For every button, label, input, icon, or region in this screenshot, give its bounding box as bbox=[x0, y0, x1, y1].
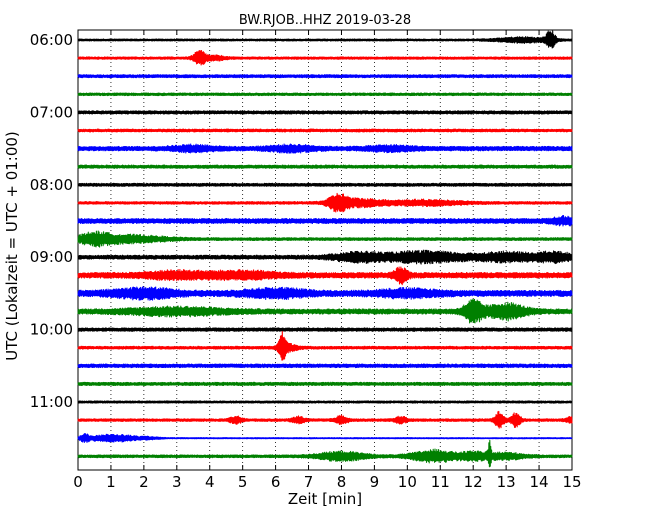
x-tick-label: 8 bbox=[337, 473, 347, 491]
x-tick-label: 7 bbox=[304, 473, 314, 491]
x-tick-label: 14 bbox=[530, 473, 549, 491]
trace-0715 bbox=[77, 128, 573, 133]
x-tick-label: 9 bbox=[370, 473, 380, 491]
x-tick-label: 5 bbox=[238, 473, 248, 491]
y-tick-label: 06:00 bbox=[30, 31, 73, 49]
y-tick-label: 11:00 bbox=[30, 393, 73, 411]
x-tick-label: 10 bbox=[398, 473, 417, 491]
trace-0815 bbox=[77, 192, 573, 213]
plot-frame bbox=[77, 29, 573, 471]
trace-0630 bbox=[77, 74, 573, 79]
trace-0945 bbox=[77, 298, 573, 324]
x-tick-label: 1 bbox=[106, 473, 116, 491]
trace-1100 bbox=[77, 400, 573, 404]
trace-1015 bbox=[77, 331, 573, 361]
grid-lines bbox=[110, 30, 540, 470]
x-tick-label: 4 bbox=[205, 473, 215, 491]
plot-frame-group bbox=[77, 29, 573, 471]
y-tick-label: 08:00 bbox=[30, 176, 73, 194]
trace-0615 bbox=[77, 50, 573, 66]
y-axis-label: UTC (Lokalzeit = UTC + 01:00) bbox=[3, 131, 21, 361]
trace-0700 bbox=[77, 110, 573, 115]
trace-1000 bbox=[77, 327, 573, 332]
trace-1115 bbox=[77, 410, 573, 429]
trace-1145 bbox=[77, 439, 573, 468]
axis-ticks bbox=[77, 30, 573, 470]
trace-0830 bbox=[77, 215, 573, 227]
trace-0745 bbox=[77, 164, 573, 169]
x-tick-label: 15 bbox=[562, 473, 581, 491]
trace-1030 bbox=[77, 363, 573, 369]
trace-0915 bbox=[77, 266, 573, 286]
trace-0845 bbox=[77, 230, 573, 248]
x-tick-label: 11 bbox=[431, 473, 450, 491]
trace-0930 bbox=[77, 285, 573, 301]
x-axis-label: Zeit [min] bbox=[288, 490, 362, 508]
y-tick-labels: 06:00 07:00 08:00 09:00 10:00 11:00 bbox=[30, 31, 73, 411]
trace-0800 bbox=[77, 182, 573, 187]
x-tick-label: 6 bbox=[271, 473, 281, 491]
x-tick-labels: 0 1 2 3 4 5 6 7 8 9 10 11 12 13 14 15 bbox=[73, 473, 581, 491]
seismic-traces bbox=[77, 30, 573, 468]
chart-title: BW.RJOB..HHZ 2019-03-28 bbox=[239, 13, 411, 28]
y-tick-label: 09:00 bbox=[30, 248, 73, 266]
x-tick-label: 13 bbox=[497, 473, 516, 491]
trace-0730 bbox=[77, 143, 573, 154]
trace-0600 bbox=[77, 30, 573, 49]
x-tick-label: 12 bbox=[464, 473, 483, 491]
x-tick-label: 3 bbox=[172, 473, 182, 491]
y-tick-label: 07:00 bbox=[30, 103, 73, 121]
x-tick-label: 2 bbox=[139, 473, 149, 491]
trace-0900 bbox=[77, 249, 573, 265]
trace-0645 bbox=[77, 92, 573, 97]
x-tick-label: 0 bbox=[73, 473, 83, 491]
y-tick-label: 10:00 bbox=[30, 321, 73, 339]
trace-1045 bbox=[77, 381, 573, 387]
trace-1130 bbox=[77, 432, 573, 444]
